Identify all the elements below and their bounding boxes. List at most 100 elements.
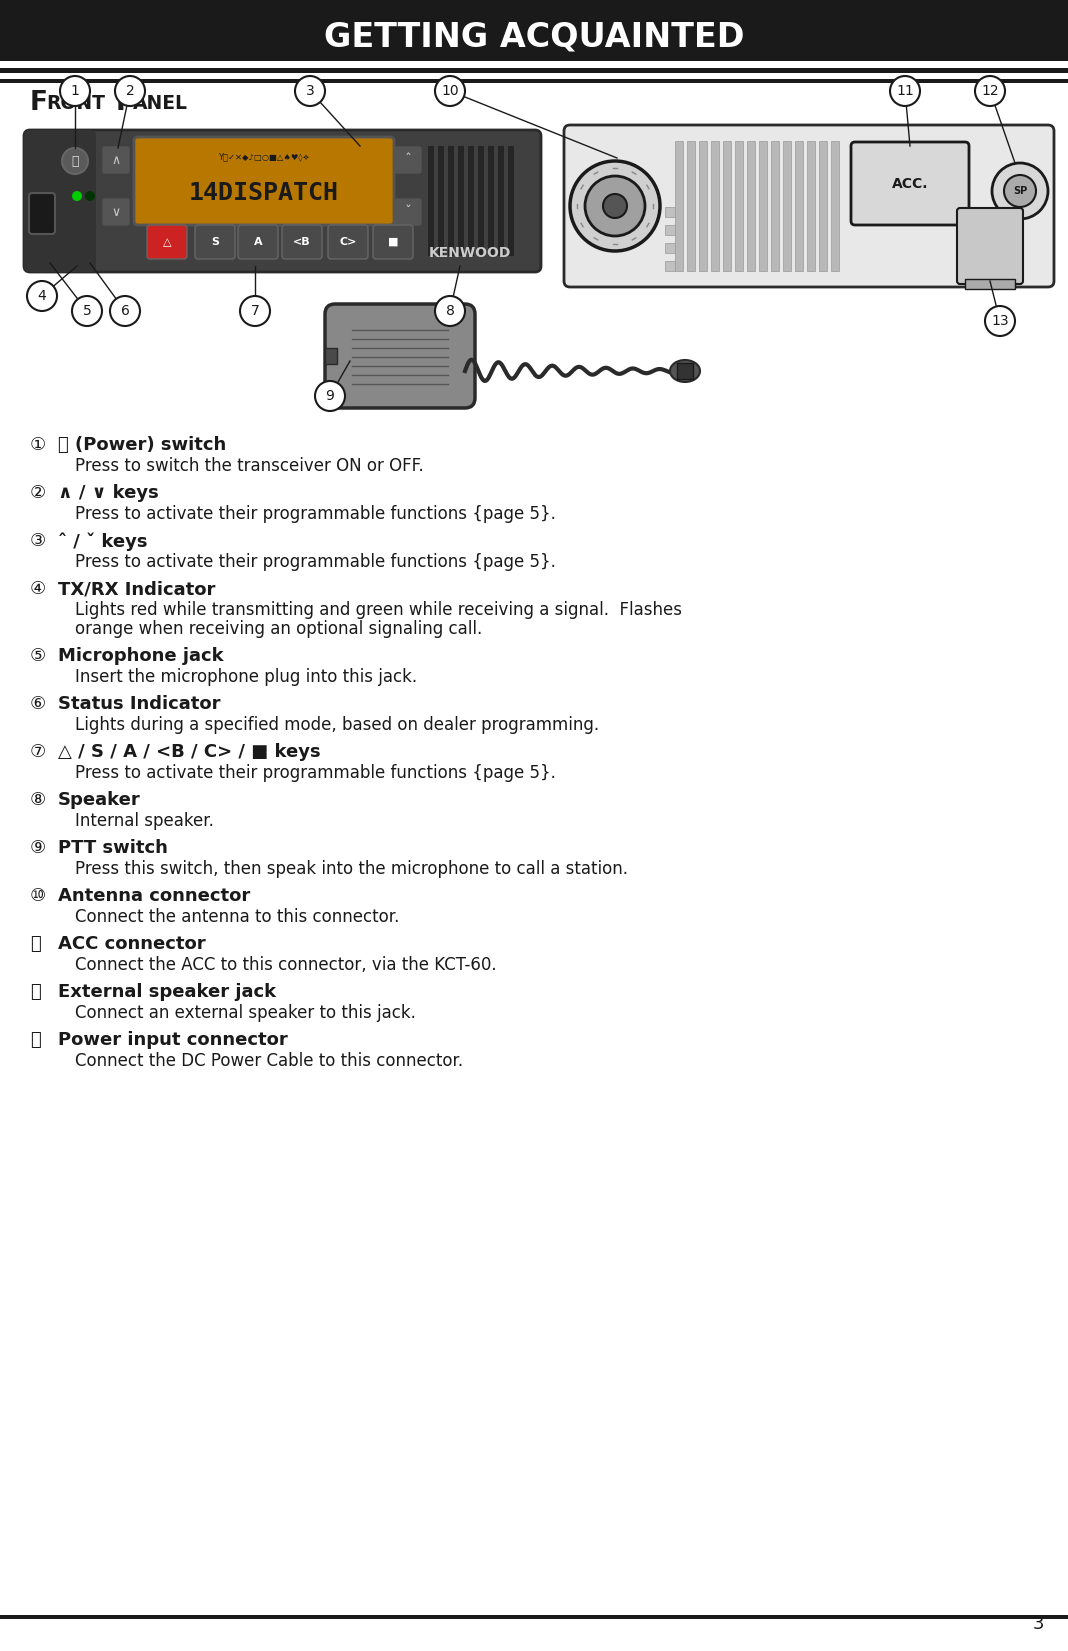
FancyBboxPatch shape [29,193,54,234]
Text: Press to activate their programmable functions {page 5}.: Press to activate their programmable fun… [75,505,555,523]
Circle shape [295,76,325,106]
Circle shape [603,195,627,218]
Text: Lights red while transmitting and green while receiving a signal.  Flashes: Lights red while transmitting and green … [75,601,682,619]
Text: 10: 10 [441,84,459,97]
Text: Speaker: Speaker [58,791,141,809]
FancyBboxPatch shape [373,225,413,259]
Circle shape [72,192,82,201]
Bar [677,363,693,380]
Text: ACC.: ACC. [892,177,928,190]
Text: ∧ / ∨ keys: ∧ / ∨ keys [58,484,159,502]
Text: 13: 13 [991,314,1009,329]
FancyBboxPatch shape [195,225,235,259]
Text: ∧: ∧ [111,154,121,167]
Text: 11: 11 [896,84,914,97]
Bar [831,140,839,271]
Circle shape [985,305,1015,337]
Bar [807,140,815,271]
Text: F: F [30,91,48,116]
Text: 6: 6 [121,304,129,319]
Circle shape [27,281,57,310]
FancyBboxPatch shape [957,208,1023,284]
Text: ∨: ∨ [111,205,121,218]
Circle shape [62,149,88,173]
Text: orange when receiving an optional signaling call.: orange when receiving an optional signal… [75,621,483,637]
Text: <B: <B [294,238,311,248]
FancyBboxPatch shape [238,225,278,259]
Text: ⑬: ⑬ [30,1030,41,1048]
Bar [771,140,779,271]
Text: ANEL: ANEL [134,94,188,112]
Text: △ / S / A / <B / C> / ■ keys: △ / S / A / <B / C> / ■ keys [58,743,320,761]
Bar [711,140,719,271]
Text: Insert the microphone plug into this jack.: Insert the microphone plug into this jac… [75,669,418,687]
Bar [965,279,1015,289]
Bar [698,140,707,271]
Text: Status Indicator: Status Indicator [58,695,220,713]
Text: TX/RX Indicator: TX/RX Indicator [58,580,216,598]
Circle shape [1004,175,1036,206]
FancyBboxPatch shape [851,142,969,225]
Bar [0,0,1068,13]
Circle shape [115,76,145,106]
Text: Press to activate their programmable functions {page 5}.: Press to activate their programmable fun… [75,553,555,571]
Bar [665,243,675,253]
Bar [665,225,675,234]
Text: RONT: RONT [46,94,105,112]
Text: ⑤: ⑤ [30,647,46,665]
Text: △: △ [162,238,171,248]
Text: ⑪: ⑪ [30,934,41,953]
Text: S: S [211,238,219,248]
Bar [428,145,434,256]
Bar [783,140,791,271]
FancyBboxPatch shape [328,225,368,259]
Text: C>: C> [340,238,357,248]
Text: 2: 2 [126,84,135,97]
Text: Connect the ACC to this connector, via the KCT-60.: Connect the ACC to this connector, via t… [75,956,497,974]
Bar [0,1615,1068,1620]
Text: ⏻: ⏻ [72,155,79,167]
Text: 12: 12 [981,84,999,97]
Circle shape [435,76,465,106]
Bar [447,145,454,256]
Bar [665,261,675,271]
Text: ˆ: ˆ [405,154,411,167]
Bar [665,206,675,216]
Text: Y⑉✓✕◆♪□○■△♠♥◊✧: Y⑉✓✕◆♪□○■△♠♥◊✧ [218,152,310,162]
Bar [0,68,1068,73]
FancyBboxPatch shape [395,147,421,173]
Bar [508,145,514,256]
Text: ACC connector: ACC connector [58,934,206,953]
Text: 8: 8 [445,304,455,319]
Text: ⑨: ⑨ [30,839,46,857]
Bar [0,13,1068,61]
Bar [325,348,337,363]
Text: ②: ② [30,484,46,502]
Circle shape [240,296,270,325]
Ellipse shape [670,360,700,381]
Text: Press to switch the transceiver ON or OFF.: Press to switch the transceiver ON or OF… [75,457,424,475]
FancyBboxPatch shape [103,147,129,173]
Bar [0,79,1068,83]
Circle shape [570,162,660,251]
FancyBboxPatch shape [23,130,96,272]
Text: Internal speaker.: Internal speaker. [75,812,214,830]
Circle shape [85,192,95,201]
Text: Antenna connector: Antenna connector [58,887,250,905]
Bar [795,140,803,271]
Text: Connect the antenna to this connector.: Connect the antenna to this connector. [75,908,399,926]
Text: ⑫: ⑫ [30,982,41,1001]
Text: ⑩: ⑩ [30,887,46,905]
Bar [478,145,484,256]
Text: P: P [116,91,136,116]
Bar [675,140,684,271]
Text: External speaker jack: External speaker jack [58,982,277,1001]
Text: ⑦: ⑦ [30,743,46,761]
Bar [747,140,755,271]
Circle shape [315,381,345,411]
Text: 1: 1 [70,84,79,97]
Text: GETTING ACQUAINTED: GETTING ACQUAINTED [324,20,744,53]
Bar [687,140,695,271]
Circle shape [435,296,465,325]
Bar [438,145,444,256]
